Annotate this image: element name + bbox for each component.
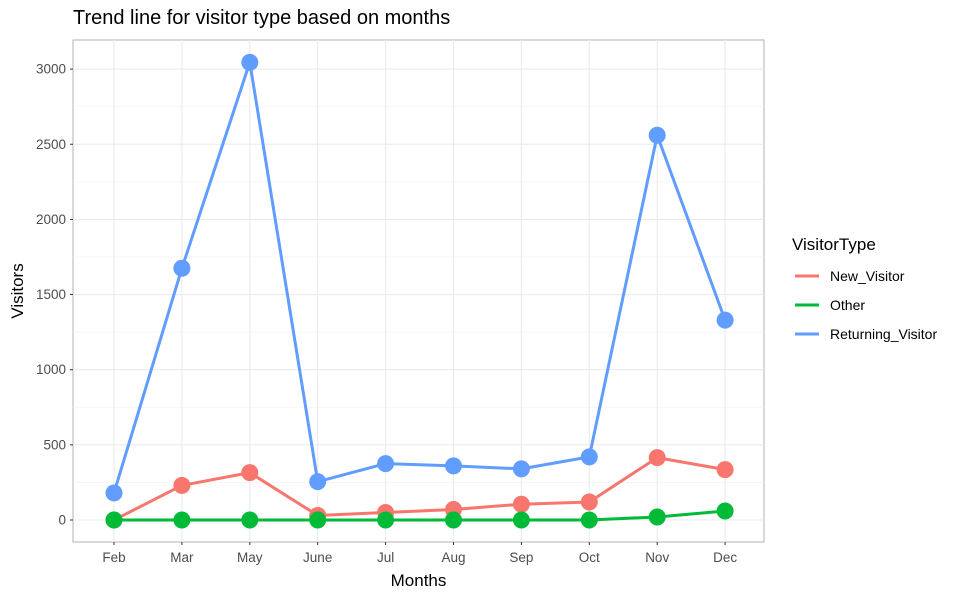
data-point-other: [173, 511, 191, 529]
series-lines: [112, 60, 727, 522]
y-axis: 0 500 1000 1500 2000 2500 3000: [36, 62, 73, 528]
x-tick-label: Oct: [579, 550, 600, 565]
legend: VisitorType New_Visitor Other Returning_Vi…: [792, 235, 937, 342]
x-tick-label: May: [237, 550, 263, 565]
x-axis-title: Months: [391, 571, 447, 590]
y-axis-title: Visitors: [8, 263, 27, 318]
x-tick-label: Mar: [170, 550, 194, 565]
y-tick-label: 1500: [36, 287, 66, 302]
data-point-other: [105, 511, 123, 529]
data-point-other: [309, 511, 327, 529]
x-tick-label: Feb: [102, 550, 125, 565]
data-point-returning-visitor: [241, 53, 259, 71]
x-tick-label: Aug: [441, 550, 465, 565]
x-tick-label: Jul: [377, 550, 394, 565]
x-tick-label: June: [303, 550, 332, 565]
data-point-returning-visitor: [173, 259, 191, 277]
chart-title: Trend line for visitor type based on mon…: [73, 7, 450, 29]
data-point-other: [512, 511, 530, 529]
data-point-other: [241, 511, 259, 529]
data-point-new-visitor: [648, 449, 666, 467]
y-tick-label: 0: [58, 513, 66, 528]
y-tick-label: 2000: [36, 212, 66, 227]
y-tick-label: 3000: [36, 62, 66, 77]
x-axis: Feb Mar May June Jul Aug Sep Oct Nov Dec: [102, 542, 737, 565]
data-point-returning-visitor: [716, 311, 734, 329]
y-tick-label: 1000: [36, 362, 66, 377]
data-point-new-visitor: [580, 493, 598, 511]
data-point-returning-visitor: [105, 484, 123, 502]
data-point-new-visitor: [173, 476, 191, 494]
legend-title: VisitorType: [792, 235, 876, 254]
data-point-returning-visitor: [580, 448, 598, 466]
series-line-new-visitor: [112, 456, 727, 522]
data-point-new-visitor: [512, 495, 530, 513]
data-point-other: [716, 502, 734, 520]
legend-label-other: Other: [830, 297, 865, 313]
data-point-returning-visitor: [309, 473, 327, 491]
x-tick-label: Dec: [713, 550, 737, 565]
data-point-other: [580, 511, 598, 529]
y-tick-label: 500: [43, 437, 66, 452]
data-point-new-visitor: [241, 464, 259, 482]
x-tick-label: Nov: [645, 550, 669, 565]
data-point-returning-visitor: [445, 457, 462, 475]
data-point-other: [445, 511, 462, 529]
minor-gridlines: [73, 106, 764, 483]
y-tick-label: 2500: [36, 137, 66, 152]
legend-label-returning-visitor: Returning_Visitor: [830, 326, 937, 342]
legend-label-new-visitor: New_Visitor: [830, 268, 905, 284]
data-point-other: [377, 511, 395, 529]
x-tick-label: Sep: [509, 550, 533, 565]
data-point-returning-visitor: [512, 460, 530, 478]
series-points: [105, 53, 734, 529]
data-point-returning-visitor: [377, 455, 395, 473]
data-point-other: [648, 508, 666, 526]
series-line-other: [112, 509, 727, 522]
data-point-new-visitor: [716, 461, 734, 479]
data-point-returning-visitor: [648, 126, 666, 144]
series-line-returning-visitor: [112, 60, 727, 495]
plot-panel: [72, 39, 765, 543]
